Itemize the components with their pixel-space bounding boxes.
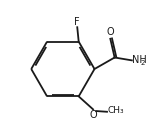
Text: CH₃: CH₃ <box>107 106 124 115</box>
Text: F: F <box>74 17 80 26</box>
Text: O: O <box>107 27 114 37</box>
Text: 2: 2 <box>141 60 145 66</box>
Text: NH: NH <box>132 55 147 65</box>
Text: O: O <box>89 110 97 120</box>
